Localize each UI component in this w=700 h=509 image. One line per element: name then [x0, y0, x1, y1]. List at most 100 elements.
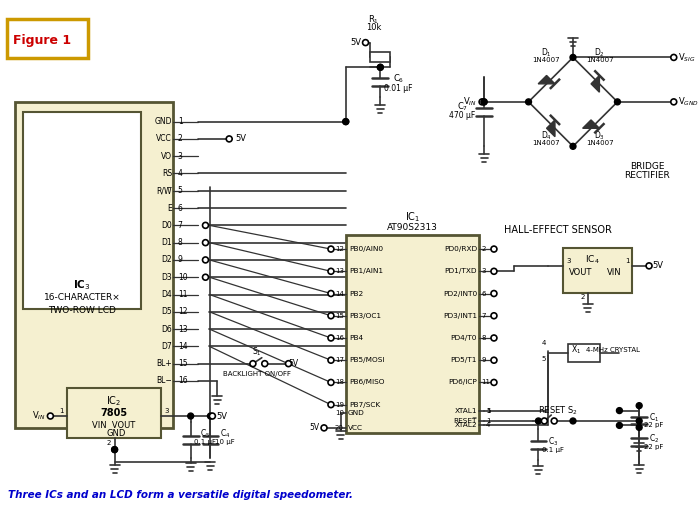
Text: 5V: 5V [652, 261, 664, 270]
Circle shape [552, 418, 557, 424]
Circle shape [328, 380, 334, 385]
Text: 470 μF: 470 μF [449, 110, 475, 120]
Circle shape [491, 291, 497, 296]
Text: 1: 1 [60, 408, 64, 414]
Text: 4: 4 [178, 169, 183, 178]
Text: 7: 7 [481, 313, 486, 319]
Text: V$_{GND}$: V$_{GND}$ [678, 96, 699, 108]
Text: V$_{IN}$: V$_{IN}$ [32, 410, 46, 422]
Text: XTAL2: XTAL2 [454, 422, 477, 429]
Text: PB6/MISO: PB6/MISO [350, 379, 385, 385]
Text: 16: 16 [178, 377, 188, 385]
Text: C$_6$: C$_6$ [393, 73, 404, 86]
Circle shape [570, 144, 576, 149]
Text: 18: 18 [335, 379, 344, 385]
Circle shape [321, 425, 327, 431]
Text: VO: VO [161, 152, 172, 161]
Circle shape [207, 413, 214, 419]
Circle shape [188, 413, 194, 419]
Circle shape [491, 313, 497, 319]
Text: 13: 13 [335, 268, 344, 274]
Text: 14: 14 [335, 291, 344, 297]
Text: D3: D3 [161, 273, 172, 281]
Circle shape [328, 313, 334, 319]
Text: 5: 5 [486, 408, 491, 414]
Text: PB5/MOSI: PB5/MOSI [350, 357, 385, 363]
Circle shape [570, 54, 576, 61]
Circle shape [250, 361, 256, 366]
Text: VCC: VCC [156, 134, 172, 144]
Text: PB1/AIN1: PB1/AIN1 [350, 268, 384, 274]
Circle shape [636, 425, 642, 430]
Text: 10: 10 [178, 273, 188, 281]
Text: 17: 17 [335, 357, 344, 363]
Circle shape [328, 268, 334, 274]
Circle shape [202, 222, 209, 229]
Circle shape [491, 380, 497, 385]
Text: 3: 3 [178, 152, 183, 161]
Text: 1N4007: 1N4007 [533, 140, 560, 146]
Text: 6: 6 [178, 204, 183, 213]
Text: 9: 9 [178, 256, 183, 265]
Text: 1: 1 [625, 258, 629, 264]
Text: 8: 8 [178, 238, 183, 247]
Circle shape [377, 64, 384, 70]
Text: 10k: 10k [365, 23, 381, 32]
Circle shape [646, 263, 652, 269]
Text: 12: 12 [335, 246, 344, 252]
Text: Three ICs and an LCD form a versatile digital speedometer.: Three ICs and an LCD form a versatile di… [8, 490, 353, 500]
Polygon shape [547, 120, 555, 137]
Text: PD4/T0: PD4/T0 [451, 335, 477, 341]
Text: 2: 2 [481, 246, 486, 252]
Text: C$_2$: C$_2$ [649, 433, 659, 445]
Text: C$_4$: C$_4$ [220, 428, 230, 440]
Text: 5V: 5V [309, 423, 319, 432]
Text: E: E [167, 204, 172, 213]
Circle shape [111, 447, 118, 453]
Circle shape [536, 418, 541, 424]
Text: 1N4007: 1N4007 [533, 58, 560, 63]
Circle shape [479, 99, 485, 105]
Text: PB0/AIN0: PB0/AIN0 [350, 246, 384, 252]
Text: TWO-ROW LCD: TWO-ROW LCD [48, 306, 116, 315]
Text: GND: GND [155, 117, 172, 126]
Circle shape [671, 54, 677, 61]
Text: V$_{IN}$: V$_{IN}$ [463, 96, 477, 108]
Text: 15: 15 [178, 359, 188, 368]
Circle shape [491, 246, 497, 252]
Text: 16-CHARACTER×: 16-CHARACTER× [43, 293, 120, 302]
Text: C$_3$: C$_3$ [548, 436, 559, 448]
Text: PD0/RXD: PD0/RXD [444, 246, 477, 252]
Text: 19: 19 [335, 402, 344, 408]
Text: RS: RS [162, 169, 172, 178]
Bar [15, 102, 173, 428]
Text: BL+: BL+ [156, 359, 172, 368]
Text: BACKLIGHT ON/OFF: BACKLIGHT ON/OFF [223, 371, 291, 377]
Text: 0.1 μF: 0.1 μF [542, 446, 564, 453]
Circle shape [286, 361, 291, 366]
Circle shape [671, 99, 677, 105]
Text: D$_4$: D$_4$ [541, 129, 552, 142]
Circle shape [226, 136, 232, 142]
Text: S$_1$: S$_1$ [252, 346, 262, 358]
Text: 8: 8 [481, 335, 486, 341]
Text: VCC: VCC [348, 425, 363, 431]
Text: 1: 1 [486, 408, 491, 414]
Text: Figure 1: Figure 1 [13, 34, 71, 47]
Text: 7: 7 [178, 221, 183, 230]
Bar [346, 235, 479, 433]
Text: RESET̅: RESET̅ [454, 418, 477, 424]
Text: R/W̅: R/W̅ [156, 186, 172, 195]
Text: 5V: 5V [350, 38, 361, 47]
Text: 2: 2 [580, 295, 584, 300]
Text: D2: D2 [161, 256, 172, 265]
Text: 0.1 μF: 0.1 μF [195, 439, 216, 445]
Text: 15: 15 [335, 313, 344, 319]
Text: VIN: VIN [607, 268, 622, 277]
Circle shape [617, 422, 622, 429]
Text: PD1/TXD: PD1/TXD [444, 268, 477, 274]
Text: C$_5$: C$_5$ [200, 428, 211, 440]
Text: 4: 4 [486, 422, 491, 429]
Text: V$_{SIG}$: V$_{SIG}$ [678, 51, 695, 64]
Text: PB7/SCK: PB7/SCK [350, 402, 381, 408]
